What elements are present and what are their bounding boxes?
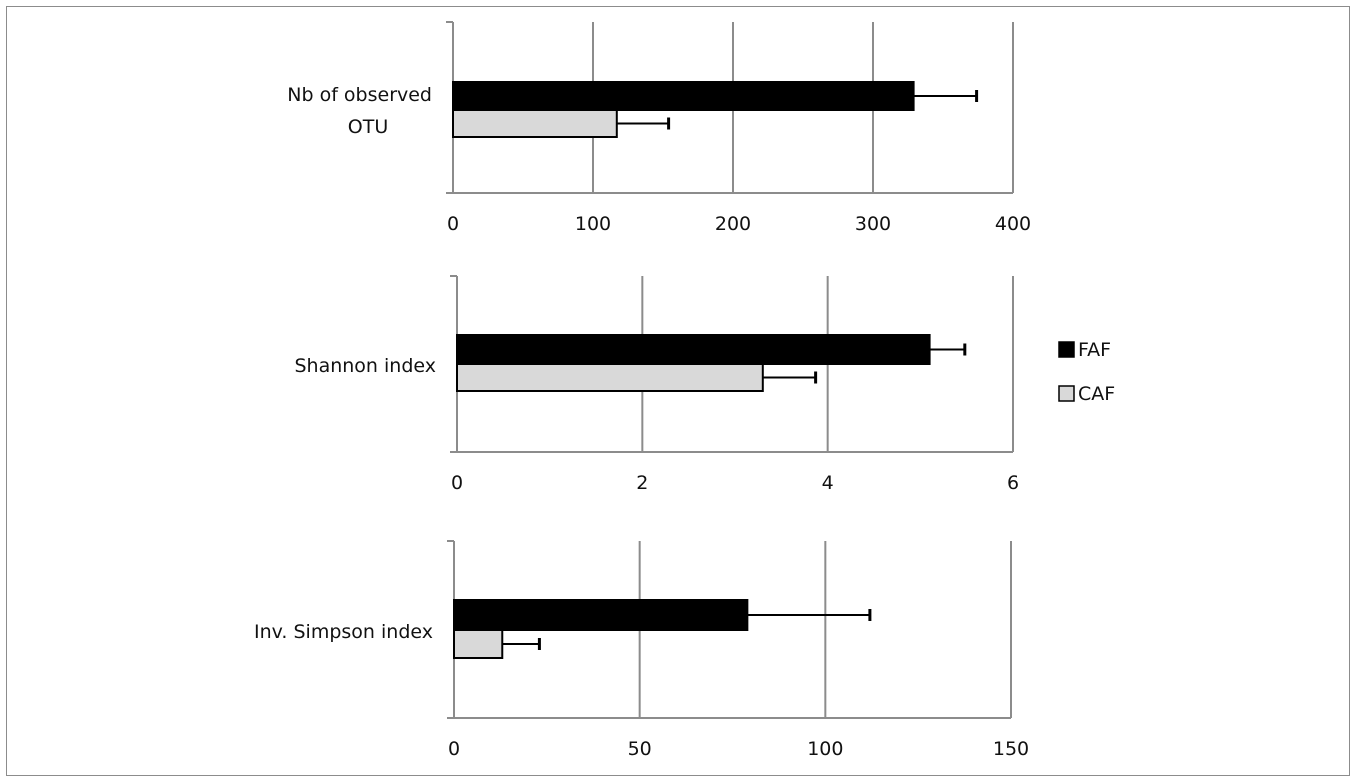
otu-tick-label: 300 (855, 213, 891, 235)
otu-bar-faf (452, 81, 915, 111)
otu-category-label: OTU (348, 116, 388, 138)
shannon-tick-label: 0 (451, 472, 463, 494)
simpson-tick-label: 50 (628, 738, 652, 760)
simpson-tick-label: 100 (807, 738, 843, 760)
shannon-category-label: Shannon index (294, 355, 436, 377)
shannon-tick-label: 6 (1007, 472, 1019, 494)
shannon-bar-faf (456, 334, 931, 365)
otu-tick-label: 0 (447, 213, 459, 235)
shannon-bar-caf (456, 363, 764, 392)
legend-swatch-caf (1058, 385, 1075, 402)
simpson-bar-faf (453, 599, 749, 631)
otu-tick-label: 100 (575, 213, 611, 235)
simpson-category-label: Inv. Simpson index (254, 621, 433, 643)
legend-swatch-faf (1058, 341, 1075, 358)
legend-label-faf: FAF (1078, 339, 1111, 361)
simpson-tick-label: 150 (993, 738, 1029, 760)
simpson-tick-label: 0 (448, 738, 460, 760)
otu-tick-label: 200 (715, 213, 751, 235)
otu-tick-label: 400 (995, 213, 1031, 235)
simpson-bar-caf (453, 629, 504, 659)
otu-category-label: Nb of observed (287, 84, 432, 106)
shannon-tick-label: 2 (636, 472, 648, 494)
otu-bar-caf (452, 109, 618, 138)
shannon-tick-label: 4 (822, 472, 834, 494)
legend-label-caf: CAF (1078, 383, 1115, 405)
